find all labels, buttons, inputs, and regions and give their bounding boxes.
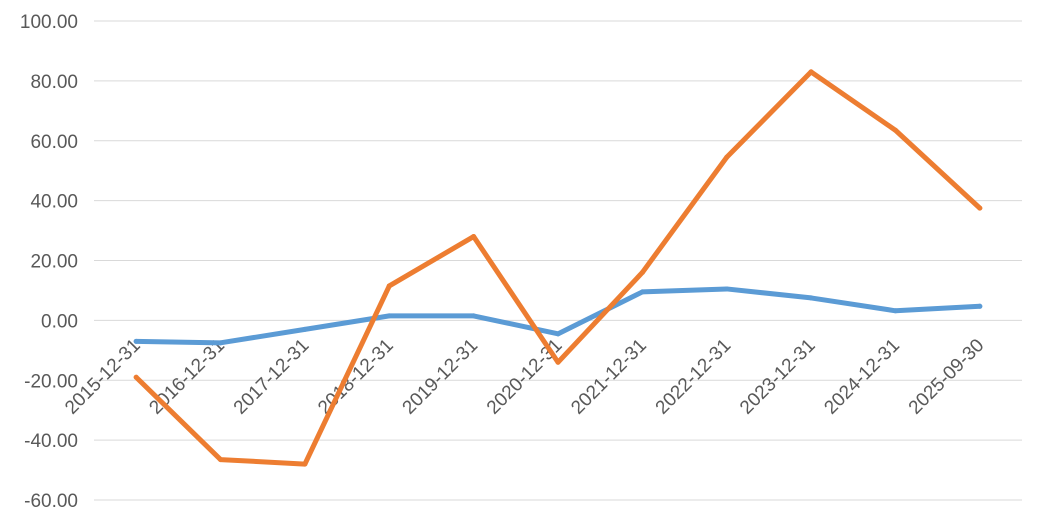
gridlines — [94, 20, 1022, 501]
series-2-point — [302, 461, 308, 467]
series-1-point — [218, 340, 224, 346]
series-2-point — [892, 127, 898, 133]
x-tick-label: 2024-12-31 — [820, 335, 904, 419]
x-tick-label: 2023-12-31 — [736, 335, 820, 419]
x-tick-label: 2020-12-31 — [483, 335, 567, 419]
y-tick-label: 80.00 — [30, 72, 78, 93]
series-2-point — [555, 359, 561, 365]
x-tick-label: 2025-09-30 — [905, 335, 989, 419]
x-tick-label: 2017-12-31 — [230, 335, 314, 419]
series-lines — [133, 69, 983, 467]
series-1-point — [639, 289, 645, 295]
y-tick-label: -60.00 — [24, 491, 78, 512]
y-tick-label: 60.00 — [30, 132, 78, 153]
series-1-point — [977, 303, 983, 309]
series-1-point — [808, 295, 814, 301]
y-tick-label: 40.00 — [30, 192, 78, 213]
x-tick-label: 2022-12-31 — [652, 335, 736, 419]
x-tick-label: 2019-12-31 — [399, 335, 483, 419]
series-2-point — [724, 154, 730, 160]
x-tick-label: 2021-12-31 — [567, 335, 651, 419]
y-tick-label: -20.00 — [24, 371, 78, 392]
series-2-point — [977, 205, 983, 211]
y-tick-label: -40.00 — [24, 431, 78, 452]
x-tick-label: 2016-12-31 — [145, 335, 229, 419]
series-1-point — [555, 331, 561, 337]
series-1-point — [724, 286, 730, 292]
series-2-point — [471, 234, 477, 240]
series-1-point — [471, 313, 477, 319]
series-1-point — [892, 308, 898, 314]
series-2-point — [639, 269, 645, 275]
y-axis-ticks: 100.00 80.00 60.00 40.00 20.00 0.00 -20.00 -40.… — [20, 12, 78, 512]
x-tick-label: 2018-12-31 — [314, 335, 398, 419]
x-axis-ticks: 2015-12-31 2016-12-31 2017-12-31 2018-12-31… — [61, 335, 988, 419]
series-1-point — [302, 326, 308, 332]
series-2-point — [133, 374, 139, 380]
y-tick-label: 100.00 — [20, 12, 78, 33]
series-2-point — [218, 457, 224, 463]
series-2-point — [386, 283, 392, 289]
series-2-point — [808, 69, 814, 75]
series-1-point — [386, 313, 392, 319]
y-tick-label: 0.00 — [41, 311, 78, 332]
series-1-point — [133, 338, 139, 344]
series-line-2 — [133, 69, 983, 467]
y-tick-label: 20.00 — [30, 252, 78, 273]
